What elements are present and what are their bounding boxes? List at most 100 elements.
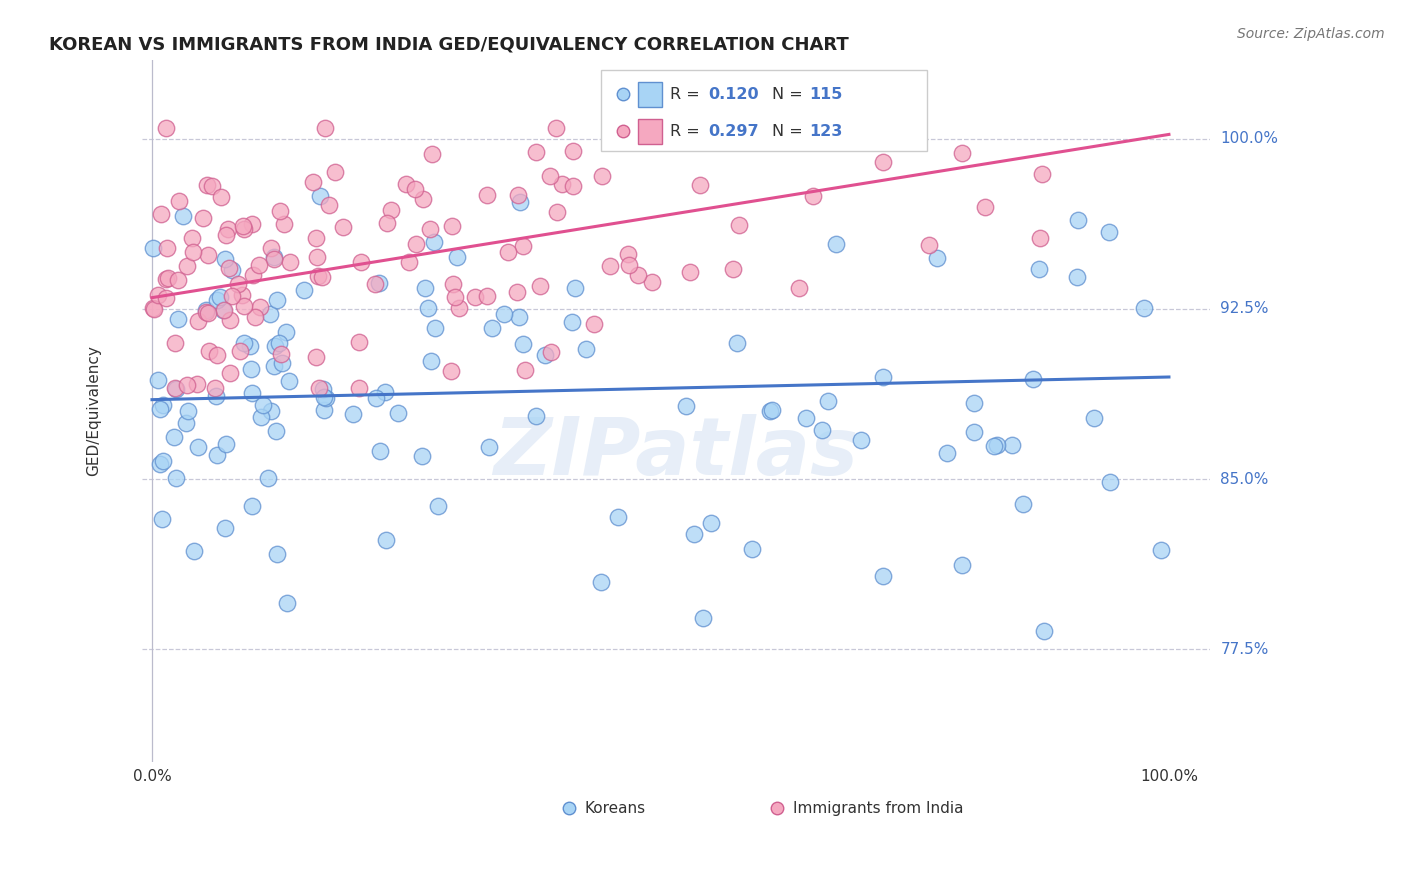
Point <box>962 425 984 440</box>
Point <box>308 189 330 203</box>
Point <box>364 277 387 292</box>
Point <box>675 399 697 413</box>
Point <box>387 406 409 420</box>
Point <box>209 189 232 203</box>
Point <box>194 305 217 319</box>
Point <box>825 237 848 252</box>
Point <box>405 182 427 196</box>
Point <box>176 259 198 273</box>
Point <box>538 169 561 183</box>
Point <box>1022 372 1045 386</box>
Text: 92.5%: 92.5% <box>1220 301 1268 317</box>
Point <box>263 251 285 265</box>
Point <box>412 192 434 206</box>
Point <box>277 374 299 388</box>
Point <box>260 404 283 418</box>
Point <box>252 398 274 412</box>
Point <box>307 250 329 264</box>
Point <box>314 403 336 417</box>
Point <box>186 440 208 454</box>
Point <box>395 177 418 191</box>
Point <box>250 410 273 425</box>
Point <box>446 251 468 265</box>
Point <box>292 283 315 297</box>
Text: 115: 115 <box>810 87 842 102</box>
Text: Koreans: Koreans <box>585 801 647 815</box>
Point <box>794 410 817 425</box>
Text: 123: 123 <box>810 124 842 139</box>
Point <box>689 178 711 193</box>
Point <box>212 303 235 318</box>
Point <box>231 288 253 302</box>
Point <box>872 155 894 169</box>
Point <box>682 526 704 541</box>
Point <box>312 390 335 404</box>
Point <box>150 512 173 526</box>
Point <box>315 391 337 405</box>
Point <box>962 395 984 409</box>
Point <box>721 262 744 277</box>
Point <box>607 510 630 524</box>
Point <box>983 440 1005 454</box>
Point <box>725 336 748 351</box>
Point <box>226 277 249 292</box>
Point <box>142 241 165 255</box>
Point <box>415 281 437 295</box>
Point <box>973 201 995 215</box>
Point <box>512 238 534 252</box>
Point <box>575 342 598 356</box>
Point <box>374 384 396 399</box>
Point <box>883 135 905 149</box>
Point <box>599 259 621 273</box>
Point <box>447 301 470 315</box>
Point <box>273 217 295 231</box>
Point <box>266 547 288 561</box>
Point <box>181 245 204 260</box>
Text: R =: R = <box>671 87 706 102</box>
Point <box>195 302 218 317</box>
Point <box>427 500 450 514</box>
Point <box>849 433 872 447</box>
Point <box>738 120 761 135</box>
Point <box>305 231 328 245</box>
Point <box>221 263 243 277</box>
Point <box>205 348 228 362</box>
Point <box>524 409 547 424</box>
Point <box>232 219 254 234</box>
Point <box>411 449 433 463</box>
Point <box>257 470 280 484</box>
Point <box>872 369 894 384</box>
Point <box>217 222 239 236</box>
Point <box>443 277 465 292</box>
Point <box>267 336 290 351</box>
Point <box>205 293 228 307</box>
Text: 0.297: 0.297 <box>707 124 758 139</box>
Text: 0.0%: 0.0% <box>132 769 172 784</box>
Point <box>546 205 568 219</box>
Point <box>264 425 287 439</box>
Point <box>418 301 440 315</box>
Point <box>195 178 218 193</box>
Point <box>464 290 486 304</box>
Point <box>1028 262 1050 277</box>
Point <box>423 235 446 249</box>
Point <box>247 258 270 272</box>
Point <box>692 611 714 625</box>
Point <box>561 315 583 329</box>
Point <box>419 353 441 368</box>
Point <box>918 238 941 252</box>
Point <box>561 144 583 158</box>
Point <box>305 351 328 365</box>
Point <box>312 382 335 396</box>
Point <box>278 254 301 268</box>
Point <box>440 219 463 233</box>
Point <box>152 398 174 412</box>
Point <box>215 437 238 451</box>
Point <box>1029 230 1052 244</box>
Point <box>260 241 283 255</box>
Point <box>650 120 672 135</box>
Point <box>513 363 536 377</box>
Point <box>207 449 229 463</box>
Point <box>191 211 214 225</box>
Point <box>172 209 194 223</box>
